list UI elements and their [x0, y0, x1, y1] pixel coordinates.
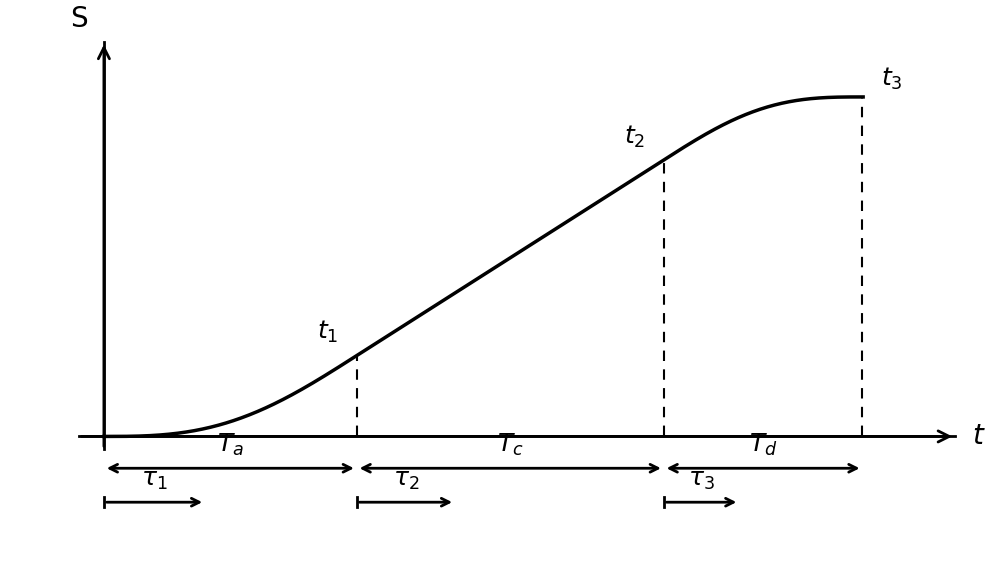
Text: $\tau_2$: $\tau_2$: [393, 467, 419, 492]
Text: $T_c$: $T_c$: [497, 431, 524, 458]
Text: $t_2$: $t_2$: [624, 124, 645, 150]
Text: S: S: [70, 5, 87, 33]
Text: t: t: [972, 423, 983, 450]
Text: $t_3$: $t_3$: [881, 66, 902, 92]
Text: $T_d$: $T_d$: [749, 431, 777, 458]
Text: $\tau_3$: $\tau_3$: [688, 467, 715, 492]
Text: $t_1$: $t_1$: [317, 319, 338, 345]
Text: $T_a$: $T_a$: [217, 431, 244, 458]
Text: $\tau_1$: $\tau_1$: [141, 467, 168, 492]
